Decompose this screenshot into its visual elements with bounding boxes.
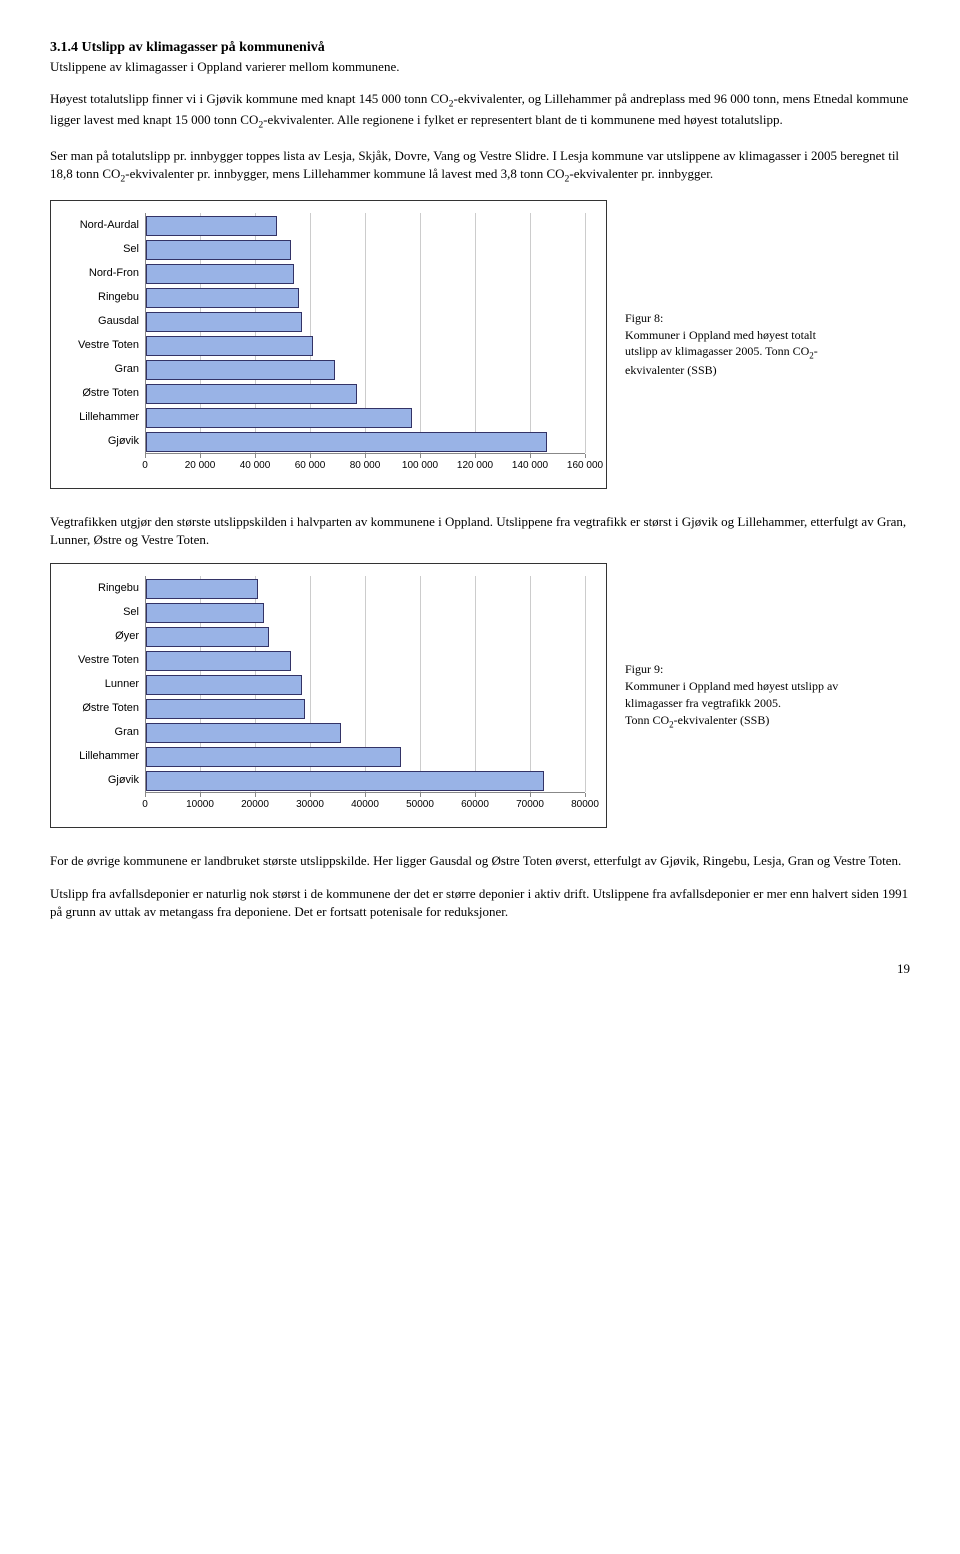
- p3-b: -ekvivalenter pr. innbygger, mens Lilleh…: [125, 166, 564, 181]
- p2-c: -ekvivalenter. Alle regionene i fylket e…: [263, 112, 782, 127]
- bar: [146, 408, 412, 428]
- bar-label: Lillehammer: [61, 750, 145, 762]
- axis-tick-label: 40 000: [240, 460, 271, 471]
- bar-row: Lillehammer: [61, 744, 586, 768]
- axis-tick-label: 60 000: [295, 460, 326, 471]
- bar-label: Østre Toten: [61, 702, 145, 714]
- fig8-label: Figur 8:: [625, 311, 663, 325]
- paragraph-2: Høyest totalutslipp finner vi i Gjøvik k…: [50, 90, 910, 132]
- bar-label: Ringebu: [61, 582, 145, 594]
- figure-8-row: Nord-Aurdal Sel Nord-Fron Ringebu Gausdal Ves…: [50, 200, 910, 489]
- bar-label: Vestre Toten: [61, 339, 145, 351]
- bar-row: Sel: [61, 600, 586, 624]
- bar-row: Vestre Toten: [61, 333, 586, 357]
- figure-9-caption: Figur 9: Kommuner i Oppland med høyest u…: [625, 661, 845, 730]
- bar: [146, 747, 401, 767]
- bar-row: Lunner: [61, 672, 586, 696]
- bar-label: Gjøvik: [61, 774, 145, 786]
- bar-row: Lillehammer: [61, 405, 586, 429]
- bar-label: Vestre Toten: [61, 654, 145, 666]
- bar: [146, 312, 302, 332]
- paragraph-5: For de øvrige kommunene er landbruket st…: [50, 852, 910, 870]
- figure-9-chart: Ringebu Sel Øyer Vestre Toten Lunner Østre To…: [50, 563, 607, 828]
- paragraph-3: Ser man på totalutslipp pr. innbygger to…: [50, 147, 910, 186]
- bar-row: Østre Toten: [61, 381, 586, 405]
- bar: [146, 264, 294, 284]
- axis-tick-label: 0: [142, 799, 148, 810]
- axis-tick-label: 50000: [406, 799, 434, 810]
- bar-row: Østre Toten: [61, 696, 586, 720]
- figure-8-chart: Nord-Aurdal Sel Nord-Fron Ringebu Gausdal Ves…: [50, 200, 607, 489]
- bar: [146, 288, 299, 308]
- bar: [146, 651, 291, 671]
- bar-row: Vestre Toten: [61, 648, 586, 672]
- axis-tick-label: 30000: [296, 799, 324, 810]
- bar-label: Lunner: [61, 678, 145, 690]
- bar-label: Gran: [61, 363, 145, 375]
- bar: [146, 675, 302, 695]
- axis-tick-label: 80000: [571, 799, 599, 810]
- axis-tick-label: 0: [142, 460, 148, 471]
- figure-9-row: Ringebu Sel Øyer Vestre Toten Lunner Østre To…: [50, 563, 910, 828]
- fig9-text2: Tonn CO: [625, 713, 669, 727]
- bar-row: Øyer: [61, 624, 586, 648]
- axis-tick-label: 160 000: [567, 460, 603, 471]
- bar-row: Gran: [61, 357, 586, 381]
- figure-8-caption: Figur 8: Kommuner i Oppland med høyest t…: [625, 310, 845, 379]
- bar-row: Ringebu: [61, 285, 586, 309]
- axis-tick-label: 20 000: [185, 460, 216, 471]
- bar-row: Gausdal: [61, 309, 586, 333]
- bar: [146, 336, 313, 356]
- bar: [146, 627, 269, 647]
- bar-label: Sel: [61, 243, 145, 255]
- paragraph-4: Vegtrafikken utgjør den største utslipps…: [50, 513, 910, 549]
- bar: [146, 723, 341, 743]
- axis-tick-label: 100 000: [402, 460, 438, 471]
- section-heading: 3.1.4 Utslipp av klimagasser på kommunen…: [50, 40, 910, 56]
- bar-row: Nord-Fron: [61, 261, 586, 285]
- bar: [146, 771, 544, 791]
- bar: [146, 360, 335, 380]
- bar-label: Sel: [61, 606, 145, 618]
- bar-label: Ringebu: [61, 291, 145, 303]
- bar: [146, 384, 357, 404]
- axis-tick-label: 140 000: [512, 460, 548, 471]
- axis-tick-label: 80 000: [350, 460, 381, 471]
- bar: [146, 579, 258, 599]
- page-number: 19: [50, 961, 910, 977]
- bar: [146, 240, 291, 260]
- axis-tick-label: 40000: [351, 799, 379, 810]
- bar-label: Gjøvik: [61, 435, 145, 447]
- bar-label: Nord-Aurdal: [61, 219, 145, 231]
- p2-a: Høyest totalutslipp finner vi i Gjøvik k…: [50, 91, 449, 106]
- fig9-text3: -ekvivalenter (SSB): [674, 713, 770, 727]
- paragraph-1: Utslippene av klimagasser i Oppland vari…: [50, 58, 910, 76]
- p3-c: -ekvivalenter pr. innbygger.: [569, 166, 713, 181]
- bar-label: Lillehammer: [61, 411, 145, 423]
- bar-label: Østre Toten: [61, 387, 145, 399]
- fig8-text: Kommuner i Oppland med høyest totalt uts…: [625, 328, 816, 359]
- bar: [146, 216, 277, 236]
- bar-label: Øyer: [61, 630, 145, 642]
- bar: [146, 603, 264, 623]
- axis-tick-label: 70000: [516, 799, 544, 810]
- bar-row: Sel: [61, 237, 586, 261]
- paragraph-6: Utslipp fra avfallsdeponier er naturlig …: [50, 885, 910, 921]
- fig9-label: Figur 9:: [625, 662, 663, 676]
- bar-label: Nord-Fron: [61, 267, 145, 279]
- axis-tick-label: 60000: [461, 799, 489, 810]
- fig9-text: Kommuner i Oppland med høyest utslipp av…: [625, 679, 838, 710]
- bar-row: Gjøvik: [61, 768, 586, 792]
- bar-label: Gausdal: [61, 315, 145, 327]
- axis-tick-label: 20000: [241, 799, 269, 810]
- bar-label: Gran: [61, 726, 145, 738]
- bar-row: Ringebu: [61, 576, 586, 600]
- bar: [146, 432, 547, 452]
- bar-row: Nord-Aurdal: [61, 213, 586, 237]
- bar-row: Gjøvik: [61, 429, 586, 453]
- bar: [146, 699, 305, 719]
- axis-tick-label: 120 000: [457, 460, 493, 471]
- bar-row: Gran: [61, 720, 586, 744]
- axis-tick-label: 10000: [186, 799, 214, 810]
